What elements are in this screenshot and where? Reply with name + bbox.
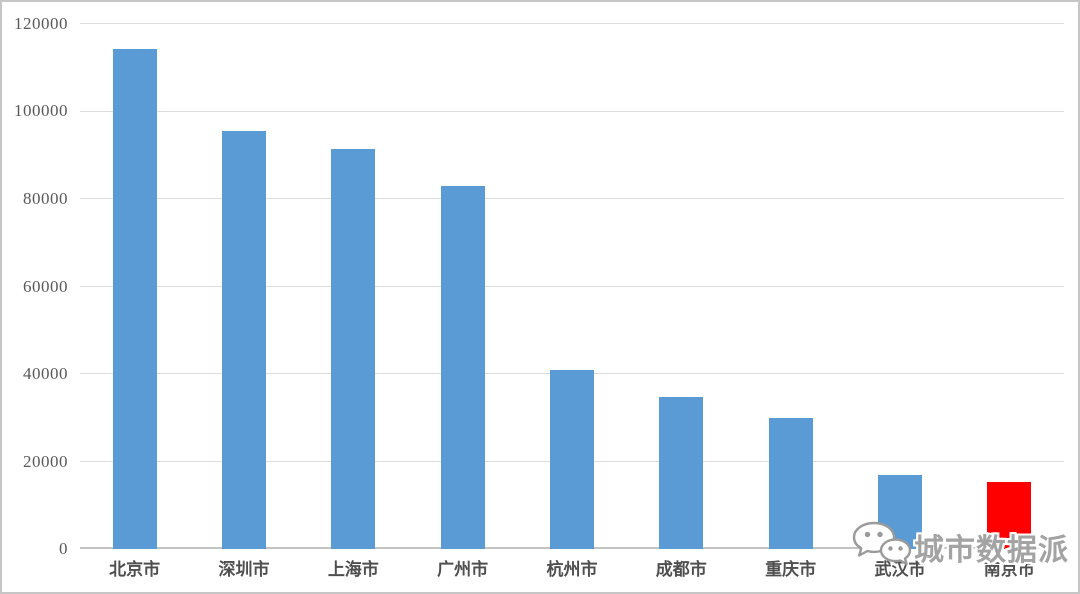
bar-1 [112,48,157,549]
plot-area [80,23,1064,549]
wechat-icon [852,521,912,572]
bar-slot [736,24,845,549]
bars [80,24,1064,549]
x-category-label: 杭州市 [546,560,598,579]
x-category-label: 上海市 [327,560,379,579]
gridline [80,285,1064,287]
gridline [80,23,1064,24]
x-category-label: 广州市 [437,560,489,579]
y-tick-label: 60000 [23,276,68,296]
y-tick-label: 20000 [23,451,68,471]
y-axis: 0 20000 40000 60000 80000 100000 120000 [2,15,68,558]
y-tick-label: 0 [59,539,68,558]
watermark-text: 城市数据派 [914,533,1069,567]
bar-slot [845,24,954,549]
bar-6 [659,397,704,549]
watermark: 城市数据派 [852,521,1069,572]
bar-slot [955,24,1064,549]
bar-slot [517,24,626,549]
y-tick-label: 80000 [23,188,68,208]
bar-slot [189,24,298,549]
x-category-label: 武汉市 [874,560,926,579]
x-category-label: 北京市 [109,560,161,579]
y-tick-label: 120000 [14,14,68,33]
x-category-label: 南京市 [983,560,1035,579]
bar-7 [768,417,813,549]
x-category-label: 重庆市 [765,560,817,579]
bar-slot [408,24,517,549]
bar-5 [549,369,594,549]
gridline [80,198,1064,199]
bar-slot [299,24,408,549]
x-axis-labels: 北京市 深圳市 上海市 广州市 杭州市 成都市 重庆市 武汉市 南京市 [80,555,1064,580]
x-category-label: 深圳市 [218,560,270,579]
y-tick-label: 100000 [14,101,68,121]
bar-3 [331,149,376,549]
bar-slot [80,24,189,549]
bar-4 [440,185,485,549]
gridline [80,110,1064,112]
bar-9 [987,482,1032,549]
bar-slot [627,24,736,549]
x-category-label: 成都市 [655,560,707,579]
y-tick-label: 40000 [23,363,68,383]
bar-2 [221,131,266,549]
